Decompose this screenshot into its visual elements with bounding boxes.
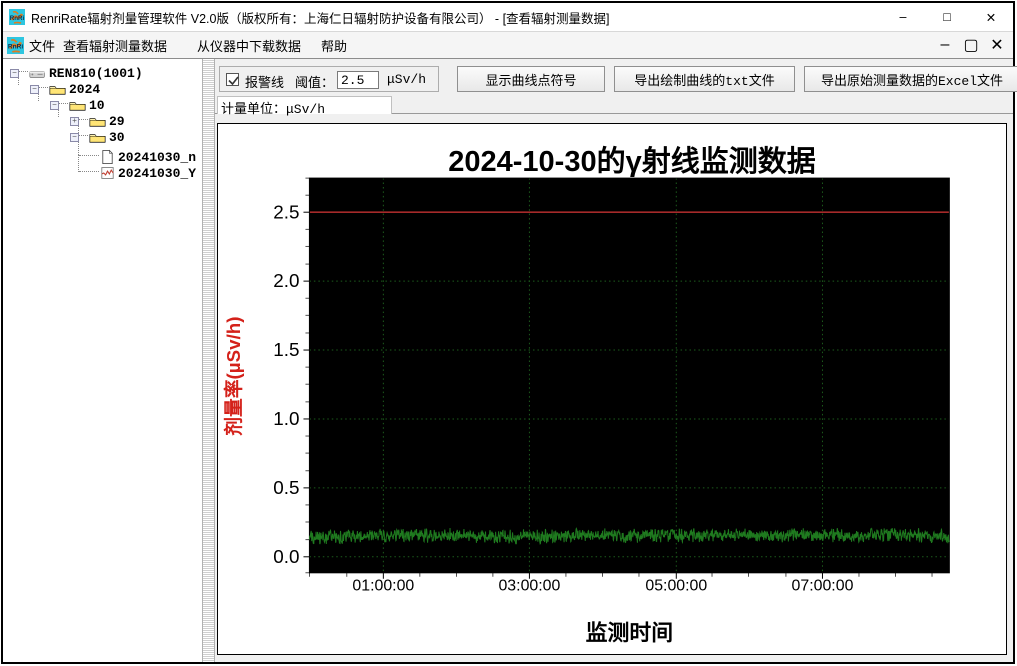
svg-text:RnRi: RnRi	[10, 15, 25, 22]
svg-text:RnRi: RnRi	[8, 44, 24, 51]
svg-text:2.5: 2.5	[273, 201, 299, 222]
svg-text:07:00:00: 07:00:00	[792, 578, 854, 595]
svg-text:1.5: 1.5	[273, 339, 299, 360]
svg-text:监测时间: 监测时间	[586, 620, 673, 645]
svg-text:01:00:00: 01:00:00	[352, 578, 414, 595]
svg-text:0.5: 0.5	[273, 477, 299, 498]
svg-text:1.0: 1.0	[273, 408, 299, 429]
svg-text:03:00:00: 03:00:00	[498, 578, 560, 595]
svg-text:剂量率(µSv/h): 剂量率(µSv/h)	[222, 316, 244, 435]
svg-text:2.0: 2.0	[273, 270, 299, 291]
svg-text:0.0: 0.0	[273, 546, 299, 567]
svg-text:05:00:00: 05:00:00	[645, 578, 707, 595]
